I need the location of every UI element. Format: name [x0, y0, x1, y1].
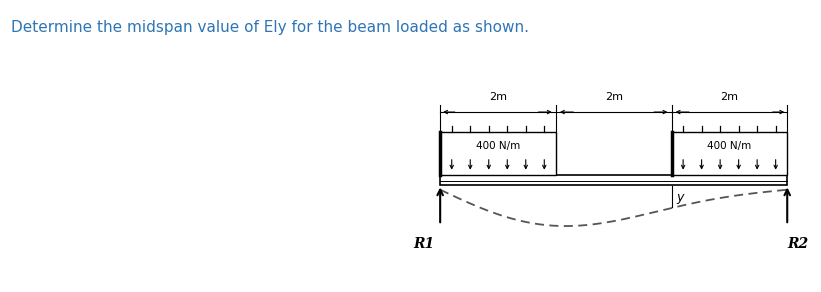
Text: Determine the midspan value of Ely for the beam loaded as shown.: Determine the midspan value of Ely for t… [11, 20, 529, 35]
Text: R1: R1 [414, 237, 434, 251]
Text: R2: R2 [787, 237, 808, 251]
Text: 400 N/m: 400 N/m [707, 141, 751, 151]
Text: 2m: 2m [720, 92, 738, 102]
Bar [672, 132, 787, 175]
Text: 2m: 2m [489, 92, 507, 102]
Bar [440, 175, 787, 185]
Text: y: y [677, 191, 684, 204]
Bar [440, 132, 556, 175]
Text: 2m: 2m [605, 92, 622, 102]
Text: 400 N/m: 400 N/m [476, 141, 521, 151]
